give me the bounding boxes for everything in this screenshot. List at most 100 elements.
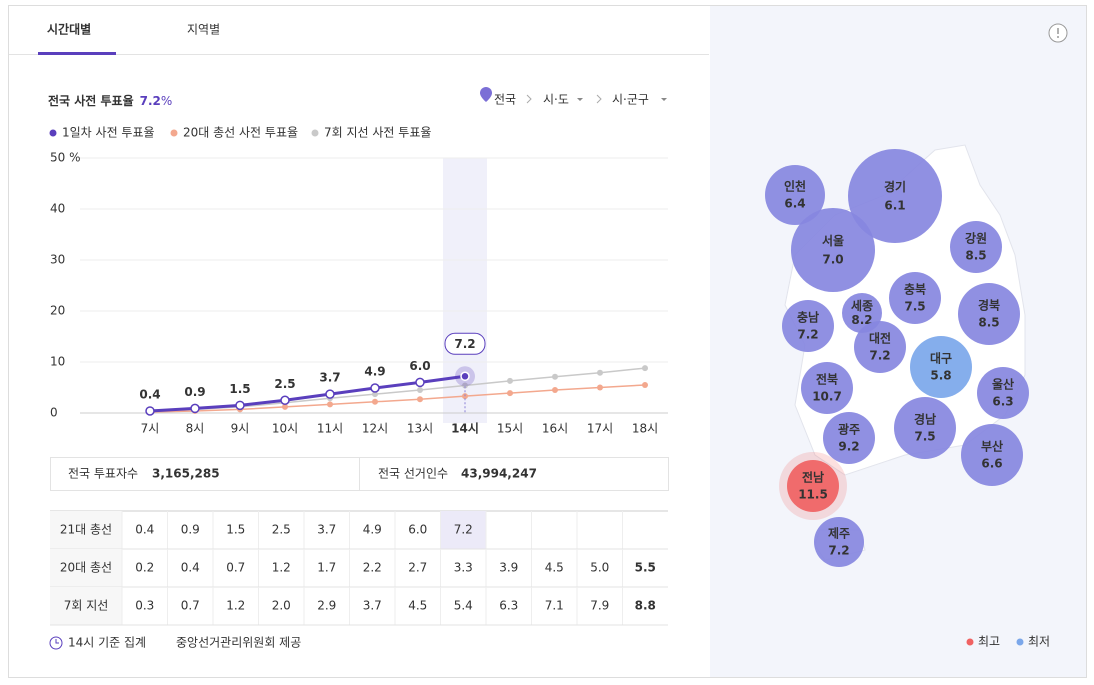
cell: 3.7: [317, 523, 336, 537]
series-line: [149, 374, 466, 413]
title-part: 7.2: [140, 94, 161, 108]
marker: [552, 387, 558, 394]
marker: [597, 369, 603, 376]
region-name: 울산: [992, 377, 1014, 392]
data-label: 0.4: [139, 387, 160, 401]
cell: 2.5: [272, 523, 291, 537]
legend-label: 최저: [1028, 635, 1050, 649]
region-name: 제주: [828, 527, 850, 541]
region-value: 6.1: [884, 198, 905, 212]
region-name: 강원: [965, 232, 987, 246]
region-name: 경북: [978, 299, 1000, 313]
cell: 2.2: [363, 561, 382, 575]
region-bubble[interactable]: [787, 460, 839, 512]
cell: 2.7: [408, 561, 427, 575]
region-value: 8.5: [978, 316, 999, 330]
region-bubble[interactable]: [894, 397, 956, 459]
cell: 2.0: [272, 599, 291, 613]
y-tick-label: 0: [50, 406, 58, 420]
legend-dot: [49, 129, 57, 137]
region-bubble[interactable]: [958, 283, 1020, 345]
stat-value: 3,165,285: [152, 467, 220, 481]
cell: 4.5: [545, 561, 564, 575]
region-name: 대전: [869, 331, 891, 346]
footer-source: 중앙선거관리위원회 제공: [176, 636, 301, 650]
chevrons: [526, 94, 602, 104]
title-part: %: [161, 94, 172, 108]
region-bubble[interactable]: [977, 367, 1029, 419]
marker: [415, 377, 425, 388]
region-name: 부산: [981, 439, 1003, 454]
region-bubble[interactable]: [848, 149, 942, 243]
cell: 5.0: [590, 561, 609, 575]
region-bubble[interactable]: [823, 412, 875, 464]
cell: 3.7: [363, 599, 382, 613]
region-bubble[interactable]: [910, 336, 972, 398]
region-bubble[interactable]: [854, 321, 906, 373]
region-name: 대구: [930, 352, 952, 366]
cell: 0.7: [181, 599, 200, 613]
x-tick-label: 9시: [231, 422, 250, 436]
marker: [325, 389, 335, 399]
cell: 0.7: [226, 561, 245, 575]
table-highlight: [440, 511, 486, 549]
stat-value: 43,994,247: [461, 467, 537, 481]
data-label: 2.5: [274, 377, 295, 391]
region-name: 서울: [822, 233, 844, 248]
marker: [190, 403, 200, 414]
region-value: 7.5: [914, 430, 935, 444]
x-tick-label: 8시: [186, 422, 205, 436]
x-tick-label: 14시: [451, 422, 479, 436]
region-bubble[interactable]: [889, 272, 941, 324]
tab[interactable]: 시간대별: [47, 22, 91, 37]
cell: 4.9: [363, 523, 382, 537]
cell: 0.4: [135, 523, 154, 537]
y-tick-label: 50 %: [50, 151, 81, 165]
marker: [417, 396, 423, 403]
legend-dot: [170, 129, 178, 137]
cell: 8.8: [635, 599, 656, 613]
legend-label: 최고: [978, 635, 1000, 649]
legend-label: 1일차 사전 투표율: [62, 126, 155, 140]
marker: [370, 383, 380, 393]
region-value: 10.7: [812, 390, 842, 404]
cell: 7.9: [590, 599, 609, 613]
tab-underline: [38, 52, 116, 55]
row-label: 20대 총선: [60, 561, 112, 575]
tab[interactable]: 지역별: [187, 23, 220, 37]
stat-label: 전국 투표자수: [68, 467, 138, 481]
data-label: 0.9: [184, 385, 205, 399]
region-bubble[interactable]: [814, 517, 864, 567]
cell: 2.9: [317, 599, 336, 613]
cell: 1.5: [226, 523, 245, 537]
tooltip-label: 7.2: [454, 337, 475, 351]
x-tick-label: 18시: [632, 422, 658, 436]
region-bubble[interactable]: [801, 362, 853, 414]
region-bubble[interactable]: [765, 165, 825, 225]
region-bubble[interactable]: [961, 424, 1023, 486]
cell: 6.0: [408, 523, 427, 537]
region-bubble[interactable]: [782, 300, 834, 352]
region-name: 경기: [884, 179, 906, 194]
legend-dot: [1016, 638, 1024, 646]
x-tick-label: 7시: [141, 422, 160, 436]
breadcrumb[interactable]: 시·도: [543, 93, 569, 107]
region-name: 충북: [904, 282, 926, 297]
region-value: 7.0: [822, 252, 843, 266]
region-bubble[interactable]: [950, 221, 1002, 273]
data-label: 3.7: [319, 371, 340, 385]
title: 전국 사전 투표율 7.2%: [48, 93, 172, 108]
breadcrumb[interactable]: 시·군구: [612, 93, 649, 107]
marker: [642, 365, 648, 372]
legend-label: 7회 지선 사전 투표율: [324, 126, 431, 140]
cell: 6.3: [499, 599, 518, 613]
title-part: 전국 사전 투표율: [48, 93, 134, 108]
series-line: [149, 384, 646, 413]
marker: [507, 390, 513, 397]
region-value: 9.2: [838, 440, 859, 454]
marker: [372, 391, 378, 398]
region-bubble[interactable]: [791, 208, 875, 292]
cell: 4.5: [408, 599, 427, 613]
breadcrumb[interactable]: 전국: [494, 93, 516, 107]
marker: [327, 401, 333, 408]
